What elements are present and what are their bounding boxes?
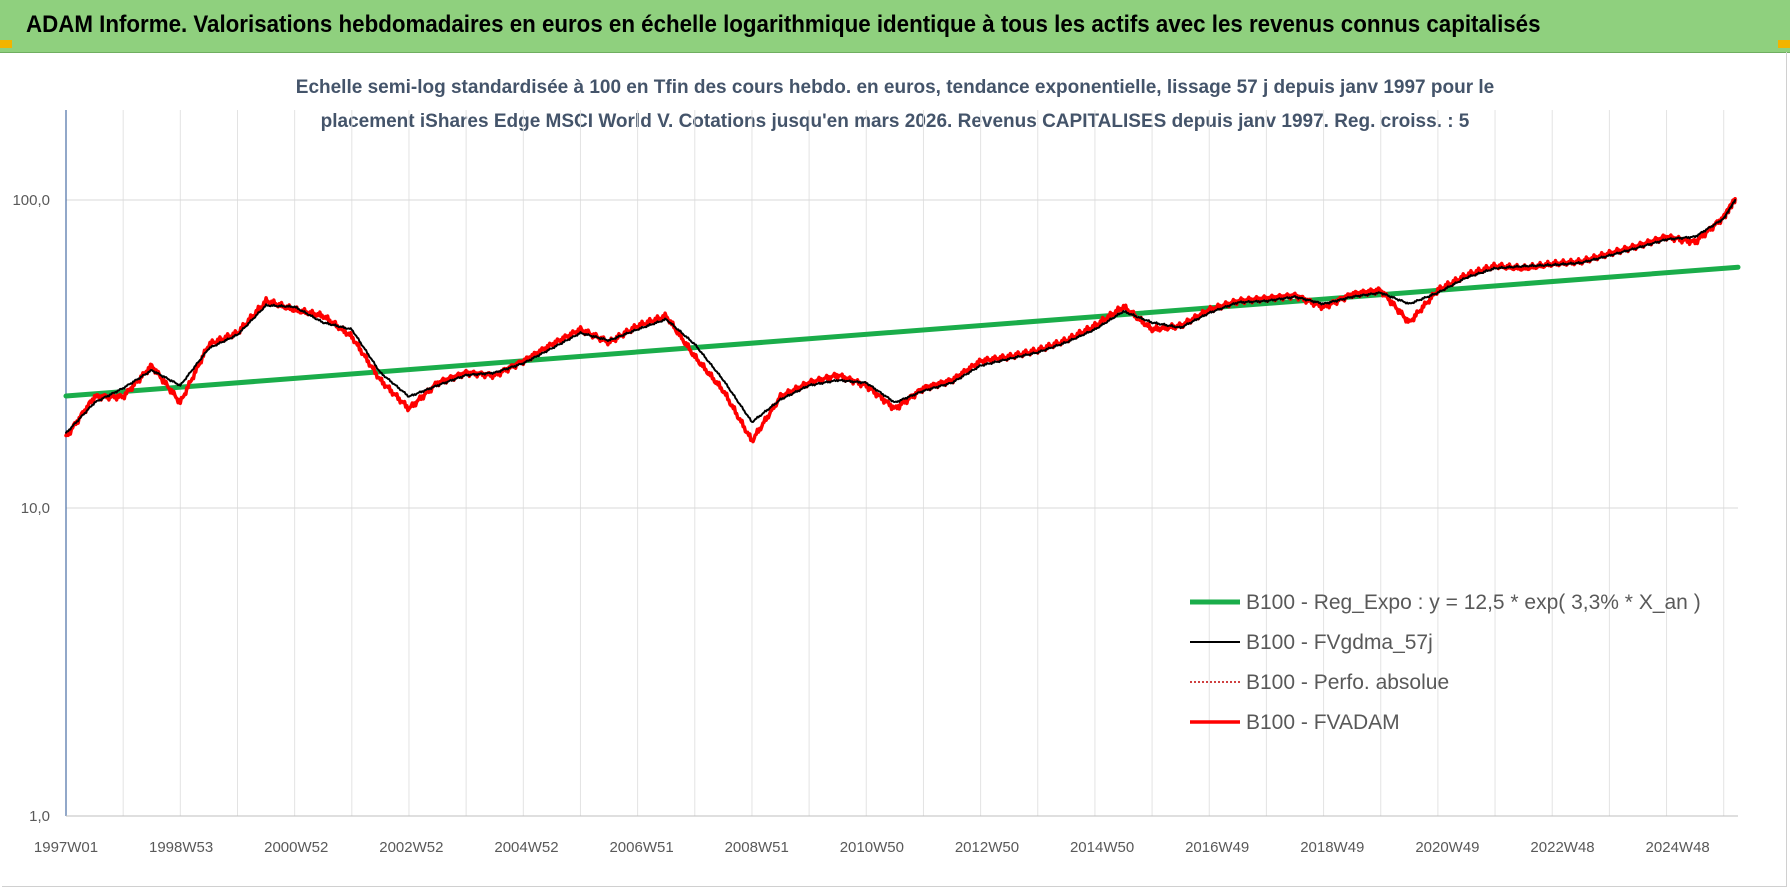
legend-label: B100 - FVgdma_57j xyxy=(1246,631,1433,654)
corner-marker-right xyxy=(1778,40,1790,48)
x-tick-label: 2004W52 xyxy=(494,839,558,856)
chart-subtitle-line-1: Echelle semi-log standardisée à 100 en T… xyxy=(295,77,1495,98)
axis-layer: 1,0 10,0 100,0 1997W01 1998W53 2000W52 2002W52… xyxy=(12,110,1738,856)
x-tick-label: 2024W48 xyxy=(1646,839,1710,856)
x-tick-label: 2000W52 xyxy=(264,839,328,856)
y-tick-label: 10,0 xyxy=(21,500,50,517)
x-tick-label: 2016W49 xyxy=(1185,839,1249,856)
series-layer xyxy=(63,196,1741,444)
grid-layer xyxy=(65,110,1738,817)
series-line-fvadam xyxy=(64,196,1737,444)
x-tick-label: 2002W52 xyxy=(379,839,443,856)
x-tick-label: 2012W50 xyxy=(955,839,1019,856)
series-line-regression xyxy=(63,264,1741,399)
corner-marker-left xyxy=(0,40,12,48)
chart-frame xyxy=(2,52,1787,887)
legend-label: B100 - FVADAM xyxy=(1246,711,1400,734)
x-tick-label: 2006W51 xyxy=(609,839,673,856)
x-tick-label: 2014W50 xyxy=(1070,839,1134,856)
chart-subtitle-line-2: placement iShares Edge MSCI World V. Cot… xyxy=(320,111,1470,132)
report-title: ADAM Informe. Valorisations hebdomadaire… xyxy=(26,11,1541,38)
y-tick-label: 1,0 xyxy=(29,808,50,825)
legend-label: B100 - Perfo. absolue xyxy=(1246,671,1449,694)
x-tick-label: 1998W53 xyxy=(149,839,213,856)
series-line-moving-average xyxy=(65,199,1737,434)
x-tick-label: 2010W50 xyxy=(840,839,904,856)
report-banner: ADAM Informe. Valorisations hebdomadaire… xyxy=(0,0,1790,53)
x-tick-label: 2008W51 xyxy=(725,839,789,856)
legend-label: B100 - Reg_Expo : y = 12,5 * exp( 3,3% *… xyxy=(1246,591,1701,614)
x-tick-label: 2020W49 xyxy=(1415,839,1479,856)
y-tick-label: 100,0 xyxy=(12,192,50,209)
x-tick-label: 2018W49 xyxy=(1300,839,1364,856)
x-tick-label: 2022W48 xyxy=(1530,839,1594,856)
chart-legend: B100 - Reg_Expo : y = 12,5 * exp( 3,3% *… xyxy=(1190,591,1701,734)
x-tick-label: 1997W01 xyxy=(34,839,98,856)
